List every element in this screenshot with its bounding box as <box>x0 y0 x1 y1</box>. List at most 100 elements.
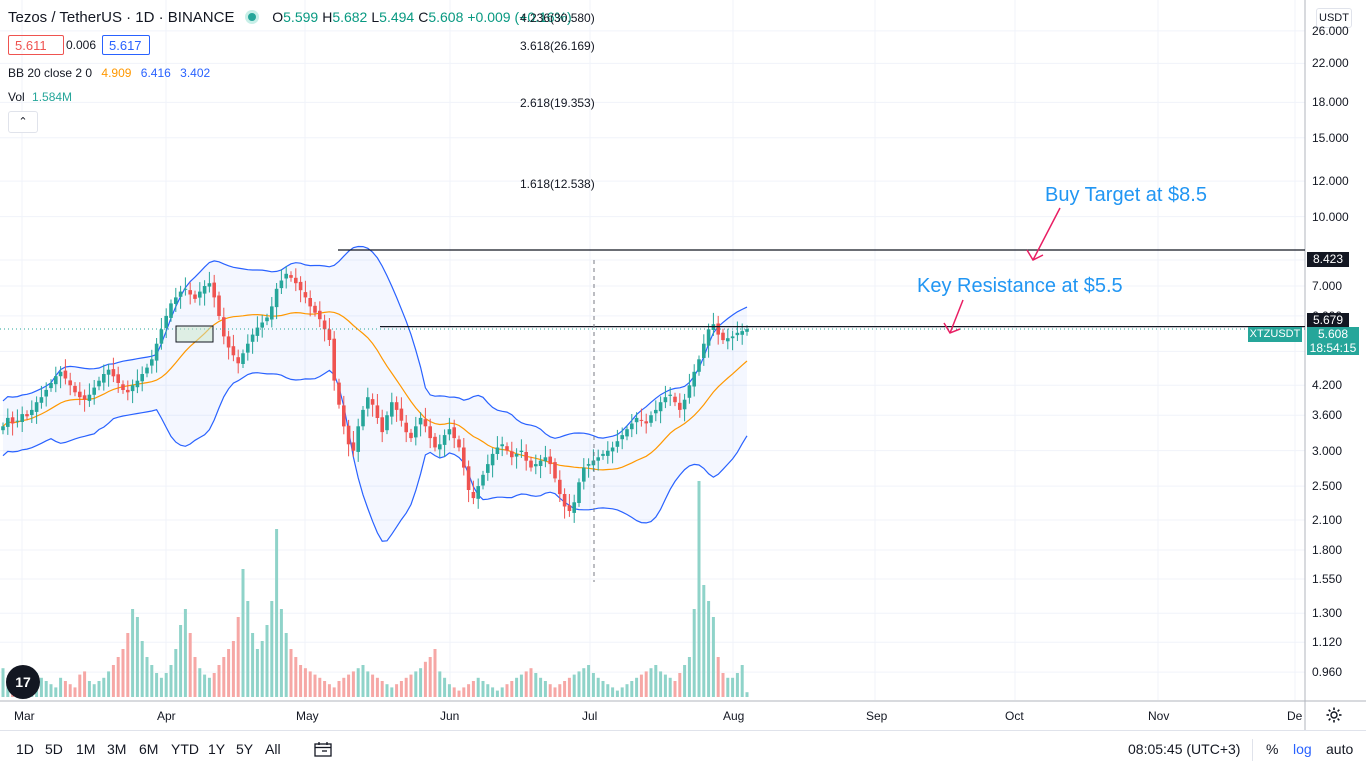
volume-bar <box>260 641 264 697</box>
volume-bar <box>419 668 423 697</box>
candle-body <box>601 453 605 456</box>
month-tick-label: May <box>296 709 319 723</box>
log-scale-toggle[interactable]: log <box>1293 741 1312 757</box>
volume-bar <box>308 671 312 697</box>
candle-body <box>394 402 399 410</box>
percent-scale-toggle[interactable]: % <box>1266 741 1279 757</box>
timeframe-button[interactable]: YTD <box>171 741 199 757</box>
candle-body <box>332 338 336 381</box>
sell-price-button[interactable]: 5.611 <box>8 35 64 55</box>
volume-bar <box>366 671 370 697</box>
collapse-legend-button[interactable]: ⌃ <box>8 111 38 133</box>
bb-upper-value: 6.416 <box>140 66 171 80</box>
buy-target-annotation[interactable]: Buy Target at $8.5 <box>1045 184 1207 206</box>
volume-bar <box>447 684 451 697</box>
candle-body <box>116 374 120 383</box>
volume-bar <box>380 681 384 697</box>
candle-body <box>414 426 418 438</box>
timeframe-button[interactable]: 5D <box>45 741 63 757</box>
bollinger-legend[interactable]: BB 20 close 2 0 4.909 6.416 3.402 <box>8 66 210 80</box>
timeframe-button[interactable]: 1M <box>76 741 96 757</box>
key-resistance-annotation[interactable]: Key Resistance at $5.5 <box>917 275 1123 297</box>
candle-body <box>658 402 663 412</box>
drawing-overlays <box>0 207 1305 582</box>
candle-body <box>553 462 557 479</box>
buy-price-button[interactable]: 5.617 <box>102 35 150 55</box>
volume-bar <box>716 657 720 697</box>
candle-body <box>313 305 317 313</box>
fib-label-3618: 3.618(26.169) <box>520 39 595 53</box>
volume-bar <box>663 674 667 697</box>
timeframe-button[interactable]: 3M <box>107 741 127 757</box>
currency-button[interactable]: USDT <box>1316 8 1352 28</box>
timeframe-button[interactable]: 1D <box>16 741 34 757</box>
price-tick-label: 1.300 <box>1312 606 1343 621</box>
volume-bar <box>491 687 495 697</box>
clock-timezone[interactable]: 08:05:45 (UTC+3) <box>1128 741 1241 757</box>
volume-bar <box>414 671 418 697</box>
candle-body <box>524 452 528 461</box>
volume-bar <box>327 684 331 697</box>
volume-bar <box>558 684 562 697</box>
price-tick-label: 1.550 <box>1312 572 1343 587</box>
candle-body <box>327 329 332 340</box>
candle-body <box>380 417 384 433</box>
candle-body <box>548 456 552 465</box>
volume-bar <box>548 684 552 697</box>
candle-body <box>663 397 668 403</box>
candle-body <box>217 295 221 316</box>
candle-body <box>106 369 111 375</box>
candle-body <box>538 460 543 466</box>
candle-body <box>30 409 34 415</box>
volume-bar <box>481 681 485 697</box>
candle-body <box>490 453 495 466</box>
candle-body <box>442 435 447 445</box>
volume-bar <box>87 681 91 697</box>
candle-body <box>404 422 408 433</box>
volume-bar <box>135 617 139 697</box>
auto-scale-toggle[interactable]: auto <box>1326 741 1354 757</box>
symbol-title[interactable]: Tezos / TetherUS · 1D · BINANCE <box>8 9 235 26</box>
volume-bar <box>735 673 739 697</box>
bottom-toolbar: 1D 5D 1M 3M 6M YTD 1Y 5Y All 08:05:45 (UTC+3) % … <box>0 730 1366 769</box>
candle-body <box>255 327 260 336</box>
timeframe-button[interactable]: 6M <box>139 741 159 757</box>
ohlc-value: 5.608 <box>428 9 464 25</box>
tradingview-logo[interactable]: 17 <box>6 665 40 699</box>
volume-bar <box>390 687 394 697</box>
candle-body <box>174 297 178 304</box>
ohlc-label: H <box>322 9 333 25</box>
date-range-icon[interactable] <box>314 741 332 757</box>
candle-body <box>505 446 509 451</box>
volume-legend[interactable]: Vol 1.584M <box>8 90 72 104</box>
ohlc-value: 5.494 <box>379 9 415 25</box>
volume-bar <box>673 681 677 697</box>
volume-bar <box>553 687 557 697</box>
candle-body <box>164 315 168 328</box>
ohlc-label: L <box>371 9 380 25</box>
candle-body <box>370 399 375 405</box>
candle-body <box>63 370 68 379</box>
timeframe-button[interactable]: 5Y <box>236 741 254 757</box>
candle-body <box>610 447 615 452</box>
candle-body <box>135 380 140 388</box>
candle-body <box>188 290 192 295</box>
volume-bar <box>692 609 696 697</box>
candle-body <box>735 332 740 336</box>
volume-bar <box>409 674 413 697</box>
candle-body <box>620 435 624 440</box>
volume-bar <box>486 684 490 697</box>
candle-body <box>481 474 485 486</box>
candle-body <box>649 415 653 423</box>
volume-bar <box>78 674 82 697</box>
timeframe-button[interactable]: All <box>265 741 281 757</box>
candle-body <box>346 425 351 445</box>
chart-settings-icon[interactable] <box>1325 706 1343 724</box>
volume-bar <box>519 674 523 697</box>
timeframe-button[interactable]: 1Y <box>208 741 226 757</box>
market-status-icon <box>248 13 257 21</box>
volume-bar <box>227 649 231 697</box>
volume-bar <box>563 681 567 697</box>
candle-body <box>222 317 226 337</box>
